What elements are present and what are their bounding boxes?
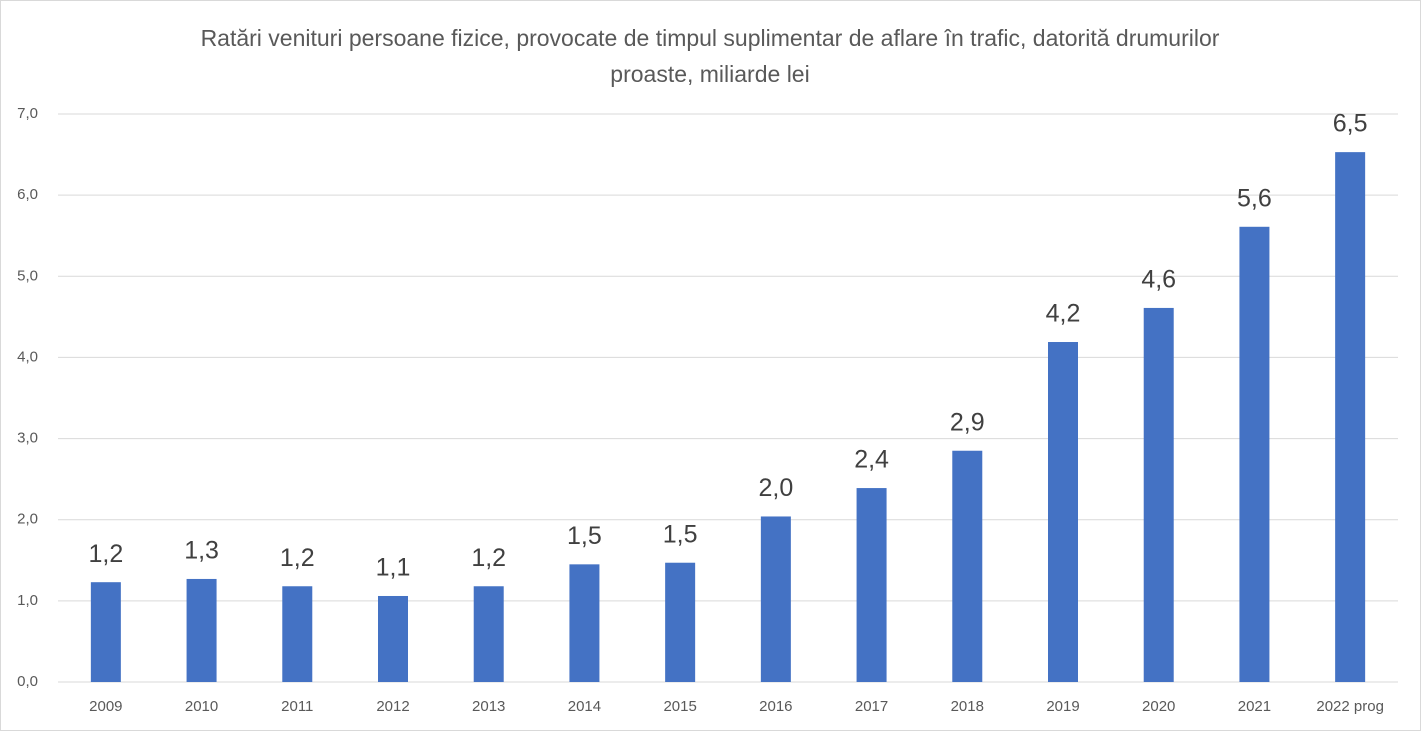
bar <box>569 564 600 682</box>
x-tick-label: 2014 <box>568 698 601 715</box>
value-label: 4,6 <box>1141 266 1176 294</box>
y-tick-label: 6,0 <box>17 186 38 203</box>
y-tick-label: 4,0 <box>17 348 38 365</box>
y-tick-label: 3,0 <box>17 430 38 447</box>
x-tick-label: 2018 <box>951 698 984 715</box>
y-tick-label: 2,0 <box>17 511 38 528</box>
value-label: 1,2 <box>88 540 123 568</box>
value-label: 4,2 <box>1046 300 1081 328</box>
value-label: 1,2 <box>471 544 506 572</box>
value-label: 6,5 <box>1333 110 1368 138</box>
x-tick-label: 2016 <box>759 698 792 715</box>
x-tick-label: 2013 <box>472 698 505 715</box>
y-tick-label: 5,0 <box>17 267 38 284</box>
bar <box>1048 342 1078 682</box>
bar <box>90 582 121 682</box>
y-tick-label: 7,0 <box>17 105 38 122</box>
x-tick-label: 2010 <box>185 698 218 715</box>
x-tick-label: 2012 <box>376 698 409 715</box>
value-label: 2,0 <box>758 474 793 502</box>
value-label: 1,5 <box>567 522 602 550</box>
x-tick-label: 2017 <box>855 698 888 715</box>
chart-title: Ratări venituri persoane fizice, provoca… <box>200 25 1220 87</box>
bar <box>760 516 791 682</box>
value-label: 5,6 <box>1237 184 1272 212</box>
y-tick-label: 1,0 <box>17 592 38 609</box>
value-label: 1,3 <box>184 537 219 565</box>
bar <box>665 562 696 682</box>
bar <box>1143 307 1174 682</box>
value-label: 1,2 <box>280 544 315 572</box>
value-label: 2,9 <box>950 408 985 436</box>
x-tick-label: 2021 <box>1238 698 1271 715</box>
x-tick-label: 2009 <box>89 698 122 715</box>
bar <box>856 488 887 682</box>
bar <box>282 586 313 682</box>
y-tick-label: 0,0 <box>17 673 38 690</box>
x-tick-label: 2015 <box>663 698 696 715</box>
x-tick-label: 2022 prog <box>1316 698 1384 715</box>
value-label: 1,5 <box>663 520 698 548</box>
value-label: 1,1 <box>376 554 411 582</box>
x-tick-label: 2019 <box>1046 698 1079 715</box>
bar <box>952 450 983 682</box>
value-label: 2,4 <box>854 446 889 474</box>
bar <box>186 578 217 682</box>
bar <box>1239 226 1270 682</box>
bar <box>378 595 408 682</box>
x-tick-label: 2020 <box>1142 698 1175 715</box>
x-tick-label: 2011 <box>281 698 313 715</box>
bar <box>1335 152 1366 682</box>
bar <box>473 586 504 682</box>
